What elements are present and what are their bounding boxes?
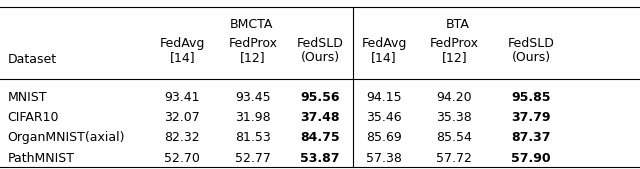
Text: 85.69: 85.69 bbox=[366, 131, 402, 144]
Text: 35.46: 35.46 bbox=[366, 111, 402, 124]
Text: PathMNIST: PathMNIST bbox=[8, 152, 75, 164]
Text: 93.41: 93.41 bbox=[164, 91, 200, 104]
Text: 32.07: 32.07 bbox=[164, 111, 200, 124]
Text: 94.15: 94.15 bbox=[366, 91, 402, 104]
Text: 57.38: 57.38 bbox=[366, 152, 402, 164]
Text: FedProx
[12]: FedProx [12] bbox=[228, 37, 277, 64]
Text: 87.37: 87.37 bbox=[511, 131, 551, 144]
Text: 53.87: 53.87 bbox=[300, 152, 340, 164]
Text: 81.53: 81.53 bbox=[235, 131, 271, 144]
Text: BMCTA: BMCTA bbox=[230, 18, 273, 31]
Text: FedSLD
(Ours): FedSLD (Ours) bbox=[508, 37, 555, 64]
Text: 94.20: 94.20 bbox=[436, 91, 472, 104]
Text: 85.54: 85.54 bbox=[436, 131, 472, 144]
Text: 82.32: 82.32 bbox=[164, 131, 200, 144]
Text: FedSLD
(Ours): FedSLD (Ours) bbox=[296, 37, 344, 64]
Text: FedAvg
[14]: FedAvg [14] bbox=[362, 37, 406, 64]
Text: 35.38: 35.38 bbox=[436, 111, 472, 124]
Text: OrganMNIST(axial): OrganMNIST(axial) bbox=[8, 131, 125, 144]
Text: 57.90: 57.90 bbox=[511, 152, 551, 164]
Text: 84.75: 84.75 bbox=[300, 131, 340, 144]
Text: Dataset: Dataset bbox=[8, 54, 57, 66]
Text: CIFAR10: CIFAR10 bbox=[8, 111, 59, 124]
Text: 93.45: 93.45 bbox=[235, 91, 271, 104]
Text: 57.72: 57.72 bbox=[436, 152, 472, 164]
Text: BTA: BTA bbox=[445, 18, 470, 31]
Text: 52.77: 52.77 bbox=[235, 152, 271, 164]
Text: 37.48: 37.48 bbox=[300, 111, 340, 124]
Text: 37.79: 37.79 bbox=[511, 111, 551, 124]
Text: 31.98: 31.98 bbox=[235, 111, 271, 124]
Text: FedProx
[12]: FedProx [12] bbox=[430, 37, 479, 64]
Text: FedAvg
[14]: FedAvg [14] bbox=[160, 37, 205, 64]
Text: MNIST: MNIST bbox=[8, 91, 47, 104]
Text: 95.56: 95.56 bbox=[300, 91, 340, 104]
Text: 52.70: 52.70 bbox=[164, 152, 200, 164]
Text: 95.85: 95.85 bbox=[511, 91, 551, 104]
